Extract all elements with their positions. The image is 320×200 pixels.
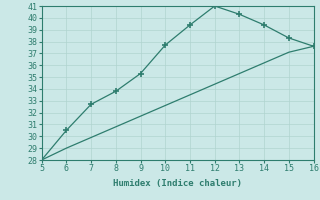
X-axis label: Humidex (Indice chaleur): Humidex (Indice chaleur) (113, 179, 242, 188)
